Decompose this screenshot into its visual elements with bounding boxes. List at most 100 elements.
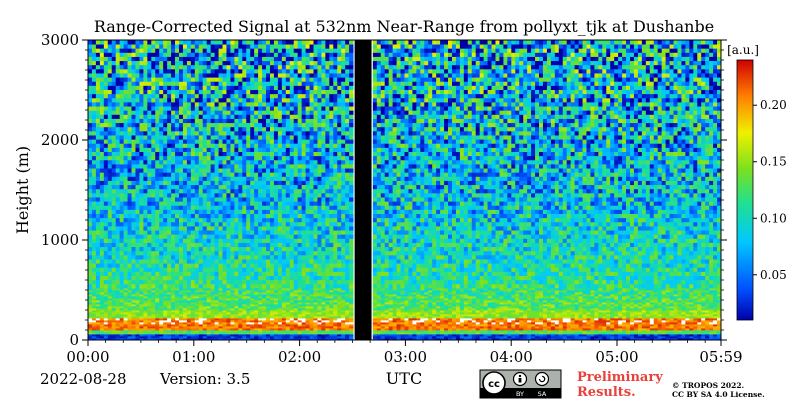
heatmap-cell bbox=[269, 130, 275, 136]
heatmap-cell bbox=[186, 106, 192, 111]
heatmap-cell bbox=[218, 275, 223, 281]
heatmap-cell bbox=[99, 102, 105, 107]
heatmap-cell bbox=[214, 85, 219, 90]
heatmap-cell bbox=[277, 97, 283, 103]
heatmap-cell bbox=[186, 164, 192, 169]
heatmap-cell bbox=[107, 306, 113, 309]
heatmap-cell bbox=[277, 314, 283, 317]
heatmap-cell bbox=[266, 197, 271, 202]
heatmap-cell bbox=[313, 130, 318, 136]
heatmap-cell bbox=[266, 324, 271, 327]
heatmap-cell bbox=[190, 110, 196, 115]
heatmap-cell bbox=[175, 288, 180, 291]
heatmap-cell bbox=[250, 230, 255, 235]
heatmap-cell bbox=[289, 85, 295, 90]
heatmap-cell bbox=[111, 151, 117, 157]
heatmap-cell bbox=[190, 308, 196, 311]
heatmap-cell bbox=[131, 60, 136, 66]
heatmap-cell bbox=[119, 242, 125, 248]
heatmap-cell bbox=[198, 93, 204, 99]
heatmap-cell bbox=[95, 143, 101, 148]
heatmap-cell bbox=[206, 143, 212, 148]
heatmap-cell bbox=[214, 172, 219, 177]
heatmap-cell bbox=[147, 118, 152, 124]
heatmap-cell bbox=[194, 292, 200, 295]
heatmap-cell bbox=[289, 106, 295, 111]
heatmap-cell bbox=[198, 102, 204, 107]
heatmap-cell bbox=[297, 209, 303, 214]
heatmap-cell bbox=[99, 85, 105, 90]
heatmap-cell bbox=[281, 330, 287, 333]
heatmap-cell bbox=[127, 275, 132, 281]
heatmap-cell bbox=[289, 290, 295, 293]
heatmap-cell bbox=[289, 263, 295, 268]
heatmap-cell bbox=[131, 81, 136, 86]
heatmap-cell bbox=[139, 296, 144, 299]
heatmap-cell bbox=[242, 176, 247, 181]
heatmap-cell bbox=[254, 221, 259, 227]
heatmap-cell bbox=[147, 147, 152, 152]
heatmap-cell bbox=[313, 110, 318, 115]
heatmap-cell bbox=[242, 126, 247, 132]
heatmap-cell bbox=[281, 40, 287, 45]
heatmap-cell bbox=[313, 290, 318, 293]
heatmap-cell bbox=[107, 64, 113, 70]
heatmap-cell bbox=[254, 283, 259, 289]
heatmap-cell bbox=[305, 110, 310, 115]
heatmap-cell bbox=[167, 139, 172, 144]
heatmap-cell bbox=[246, 290, 251, 293]
heatmap-cell bbox=[163, 336, 168, 339]
heatmap-cell bbox=[305, 288, 310, 291]
heatmap-cell bbox=[190, 242, 196, 248]
heatmap-cell bbox=[190, 176, 196, 181]
heatmap-cell bbox=[226, 114, 231, 119]
heatmap-cell bbox=[234, 254, 239, 260]
heatmap-cell bbox=[186, 336, 192, 339]
heatmap-cell bbox=[99, 336, 105, 339]
heatmap-cell bbox=[111, 271, 117, 276]
heatmap-cell bbox=[88, 209, 93, 214]
heatmap-cell bbox=[198, 254, 204, 260]
heatmap-cell bbox=[190, 197, 196, 202]
heatmap-cell bbox=[178, 263, 184, 268]
heatmap-cell bbox=[218, 238, 223, 243]
heatmap-cell bbox=[123, 275, 128, 281]
heatmap-cell bbox=[107, 201, 113, 206]
heatmap-cell bbox=[214, 52, 219, 57]
heatmap-cell bbox=[147, 77, 152, 82]
heatmap-cell bbox=[111, 168, 117, 173]
heatmap-cell bbox=[214, 209, 219, 214]
heatmap-cell bbox=[139, 139, 144, 144]
heatmap-cell bbox=[95, 192, 101, 198]
heatmap-cell bbox=[194, 334, 200, 337]
heatmap-cell bbox=[119, 159, 125, 165]
heatmap-cell bbox=[246, 275, 251, 281]
heatmap-cell bbox=[258, 312, 263, 315]
heatmap-cell bbox=[182, 164, 188, 169]
heatmap-cell bbox=[127, 114, 132, 119]
heatmap-cell bbox=[182, 238, 188, 243]
heatmap-cell bbox=[238, 298, 243, 301]
heatmap-cell bbox=[135, 330, 140, 333]
heatmap-cell bbox=[107, 310, 113, 313]
heatmap-cell bbox=[147, 322, 152, 325]
heatmap-cell bbox=[242, 102, 247, 107]
heatmap-cell bbox=[214, 184, 219, 190]
heatmap-cell bbox=[123, 60, 128, 66]
heatmap-cell bbox=[277, 52, 283, 57]
heatmap-cell bbox=[107, 304, 113, 307]
heatmap-cell bbox=[186, 290, 192, 293]
heatmap-cell bbox=[218, 155, 223, 161]
heatmap-cell bbox=[171, 97, 176, 103]
heatmap-cell bbox=[159, 48, 164, 53]
heatmap-cell bbox=[206, 159, 212, 165]
heatmap-cell bbox=[214, 188, 219, 194]
heatmap-cell bbox=[230, 205, 235, 210]
heatmap-cell bbox=[143, 68, 148, 74]
heatmap-cell bbox=[269, 332, 275, 335]
heatmap-cell bbox=[91, 279, 97, 285]
heatmap-cell bbox=[99, 147, 105, 152]
heatmap-cell bbox=[218, 213, 223, 219]
heatmap-cell bbox=[155, 338, 160, 340]
heatmap-cell bbox=[143, 213, 148, 219]
